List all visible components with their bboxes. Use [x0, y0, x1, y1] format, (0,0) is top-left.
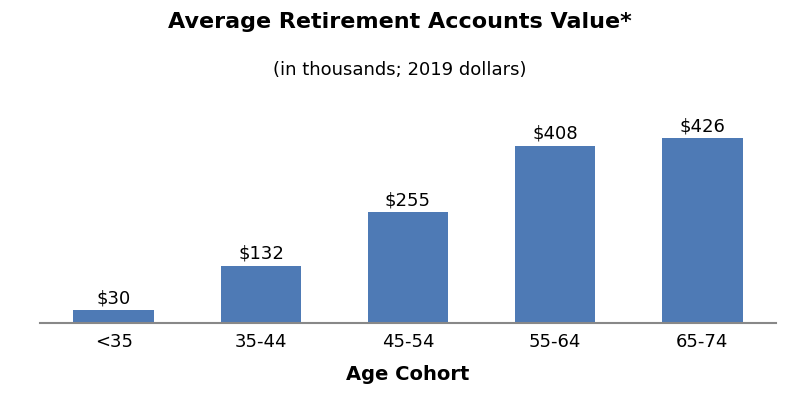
Text: $30: $30	[97, 289, 131, 307]
Bar	[74, 310, 154, 323]
Text: $408: $408	[532, 125, 578, 143]
X-axis label: Age Cohort: Age Cohort	[346, 365, 470, 384]
Bar	[221, 266, 302, 323]
Text: $255: $255	[385, 191, 431, 209]
Text: $132: $132	[238, 245, 284, 263]
Text: Average Retirement Accounts Value*: Average Retirement Accounts Value*	[168, 12, 632, 32]
Bar	[367, 212, 449, 323]
Bar	[514, 146, 595, 323]
Text: (in thousands; 2019 dollars): (in thousands; 2019 dollars)	[274, 61, 526, 79]
Text: $426: $426	[679, 117, 725, 135]
Bar	[662, 138, 742, 323]
